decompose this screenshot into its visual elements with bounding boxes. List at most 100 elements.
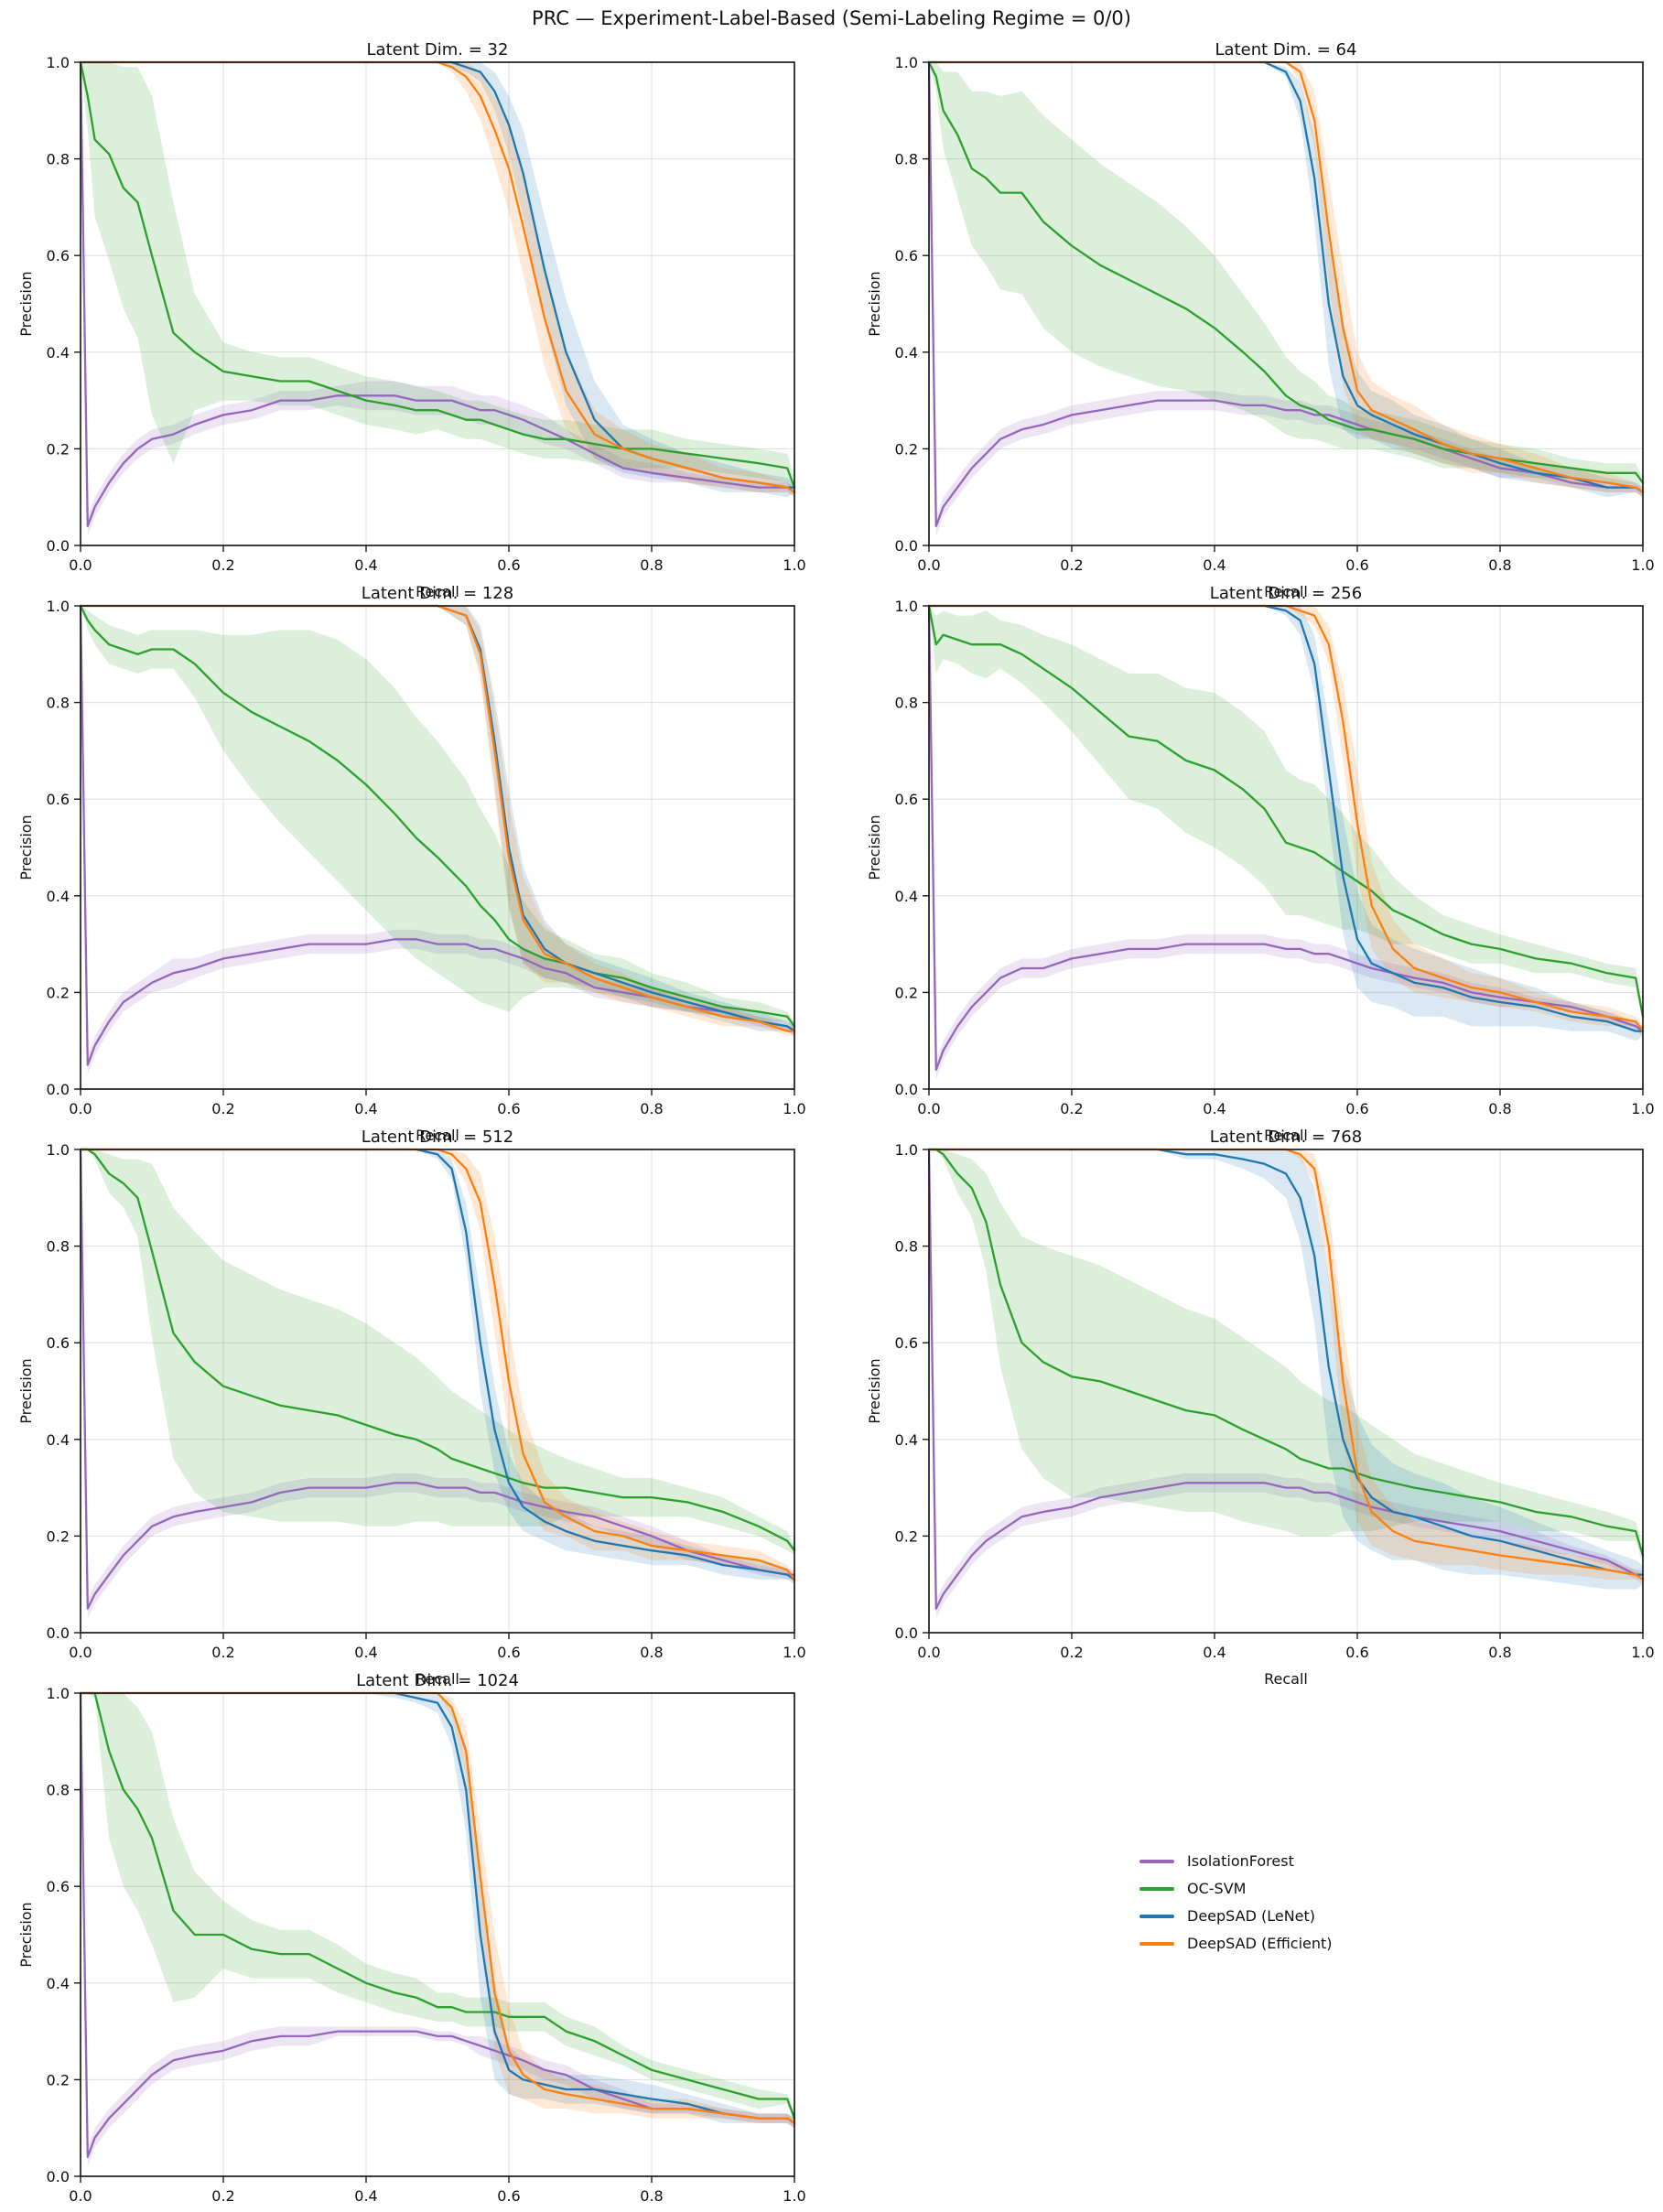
x-tick-label: 0.4: [1203, 1644, 1226, 1661]
y-tick-label: 0.6: [895, 1334, 918, 1352]
plot-border: [80, 605, 795, 1090]
y-tick-label: 1.0: [895, 1141, 918, 1159]
legend-label: OC-SVM: [1187, 1880, 1247, 1897]
y-axis-label: Precision: [866, 1358, 883, 1423]
confidence-band-oc-svm: [81, 62, 794, 498]
figure-title: PRC — Experiment-Label-Based (Semi-Label…: [532, 7, 1131, 29]
plot-border: [80, 61, 795, 546]
y-axis-label: Precision: [866, 271, 883, 336]
subplot-title: Latent Dim. = 64: [1215, 40, 1357, 59]
subplot-latent-128: 0.0 0.0 0.2 0.2 0.4 0.4 0.6 0.6 0.8 0.8 1.0 1.0 Late…: [0, 582, 831, 1144]
y-tick-label: 0.6: [47, 1878, 70, 1895]
prc-plot-canvas: 0.00.00.20.20.40.40.60.60.80.81.01.0Late…: [866, 40, 1655, 600]
y-tick-label: 0.2: [47, 1527, 70, 1545]
x-tick-label: 0.6: [1345, 1644, 1368, 1661]
x-tick-label: 1.0: [1631, 1644, 1654, 1661]
x-tick-label: 0.6: [497, 2187, 520, 2205]
y-tick-label: 0.0: [895, 1081, 918, 1098]
x-tick-label: 0.6: [1345, 556, 1368, 574]
x-tick-label: 0.8: [640, 1644, 663, 1661]
plot-border: [928, 1149, 1644, 1634]
x-axis-label: Recall: [1264, 583, 1308, 600]
series-line-oc-svm: [79, 1691, 796, 2120]
y-tick-label: 0.8: [47, 151, 70, 168]
plot-border: [80, 1692, 795, 2177]
series-line-isolationforest: [79, 1148, 796, 1610]
y-tick-label: 1.0: [47, 1141, 70, 1159]
x-tick-label: 0.4: [1203, 556, 1226, 574]
x-axis-label: Recall: [1264, 1670, 1308, 1688]
series-line-isolationforest: [927, 604, 1645, 1072]
confidence-band-isolationforest: [81, 1693, 794, 2167]
subplot-latent-1024: 0.0 0.0 0.2 0.2 0.4 0.4 0.6 0.6 0.8 0.8 1.0 1.0 Late…: [0, 1669, 831, 2212]
y-tick-label: 0.4: [47, 888, 70, 905]
series-line-isolationforest: [79, 1691, 796, 2159]
y-tick-label: 0.0: [895, 1624, 918, 1642]
x-tick-label: 0.4: [1203, 1100, 1226, 1117]
y-tick-label: 0.4: [895, 888, 918, 905]
series-line-oc-svm: [79, 60, 796, 489]
x-tick-label: 0.2: [211, 556, 234, 574]
y-tick-label: 1.0: [895, 54, 918, 71]
plot-border: [928, 61, 1644, 546]
confidence-band-oc-svm: [929, 62, 1643, 488]
prc-plot-canvas: 0.00.00.20.20.40.40.60.60.80.81.01.0Late…: [17, 40, 806, 600]
y-axis-label: Precision: [17, 271, 35, 336]
x-tick-label: 1.0: [783, 1644, 805, 1661]
y-tick-label: 0.8: [895, 695, 918, 712]
legend-label: DeepSAD (Efficient): [1187, 1935, 1333, 1952]
x-tick-label: 0.8: [640, 556, 663, 574]
x-tick-label: 1.0: [783, 1100, 805, 1117]
y-tick-label: 0.8: [47, 1238, 70, 1256]
y-axis-label: Precision: [17, 815, 35, 879]
y-tick-label: 0.6: [895, 247, 918, 264]
x-axis-label: Recall: [416, 1670, 459, 1688]
x-tick-label: 0.0: [69, 2187, 92, 2205]
subplot-latent-256: 0.0 0.0 0.2 0.2 0.4 0.4 0.6 0.6 0.8 0.8 1.0 1.0 Late…: [831, 582, 1663, 1144]
series-line-oc-svm: [927, 604, 1645, 1018]
legend-line-swatch: [1139, 1914, 1174, 1918]
x-tick-label: 1.0: [783, 2187, 805, 2205]
confidence-band-isolationforest: [81, 606, 794, 1075]
x-tick-label: 0.2: [1060, 1644, 1083, 1661]
confidence-band-oc-svm: [929, 606, 1643, 1022]
legend-line-swatch: [1139, 1859, 1174, 1863]
x-tick-label: 0.0: [69, 1100, 92, 1117]
legend-item-isolationforest: IsolationForest: [1139, 1852, 1333, 1870]
legend-line-swatch: [1139, 1941, 1174, 1946]
prc-plot-canvas: 0.00.00.20.20.40.40.60.60.80.81.01.0Late…: [17, 584, 806, 1144]
confidence-band-isolationforest: [929, 62, 1643, 536]
y-tick-label: 0.4: [47, 1975, 70, 1992]
subplot-title: Latent Dim. = 32: [367, 40, 509, 59]
plot-border: [928, 605, 1644, 1090]
y-tick-label: 1.0: [47, 598, 70, 615]
x-axis-label: Recall: [416, 583, 459, 600]
series-line-oc-svm: [79, 1148, 796, 1552]
x-tick-label: 0.0: [917, 1100, 940, 1117]
y-tick-label: 0.0: [47, 537, 70, 555]
y-tick-label: 0.2: [47, 984, 70, 1001]
series-line-isolationforest: [927, 60, 1645, 528]
y-tick-label: 0.2: [47, 2071, 70, 2088]
x-tick-label: 0.6: [1345, 1100, 1368, 1117]
confidence-band-isolationforest: [81, 1149, 794, 1619]
x-tick-label: 0.2: [211, 1100, 234, 1117]
subplot-latent-64: 0.0 0.0 0.2 0.2 0.4 0.4 0.6 0.6 0.8 0.8 1.0 1.0 Late…: [831, 38, 1663, 600]
y-tick-label: 0.0: [47, 1081, 70, 1098]
x-tick-label: 0.8: [1488, 1644, 1511, 1661]
x-tick-label: 0.8: [640, 2187, 663, 2205]
x-tick-label: 0.6: [497, 1644, 520, 1661]
subplot-latent-32: 0.0 0.0 0.2 0.2 0.4 0.4 0.6 0.6 0.8 0.8 1.0 1.0 Late…: [0, 38, 831, 600]
y-tick-label: 0.8: [47, 1782, 70, 1799]
y-tick-label: 0.2: [895, 1527, 918, 1545]
x-tick-label: 0.0: [917, 1644, 940, 1661]
x-tick-label: 0.0: [917, 556, 940, 574]
confidence-band-deepsad-lenet: [929, 1149, 1643, 1590]
legend-item-deepsad-lenet: DeepSAD (LeNet): [1139, 1907, 1333, 1925]
subplot-latent-512: 0.0 0.0 0.2 0.2 0.4 0.4 0.6 0.6 0.8 0.8 1.0 1.0 Late…: [0, 1126, 831, 1688]
x-tick-label: 0.2: [211, 2187, 234, 2205]
x-tick-label: 0.8: [1488, 1100, 1511, 1117]
x-tick-label: 0.8: [640, 1100, 663, 1117]
subplot-title: Latent Dim. = 128: [362, 584, 513, 603]
y-tick-label: 0.2: [47, 440, 70, 458]
